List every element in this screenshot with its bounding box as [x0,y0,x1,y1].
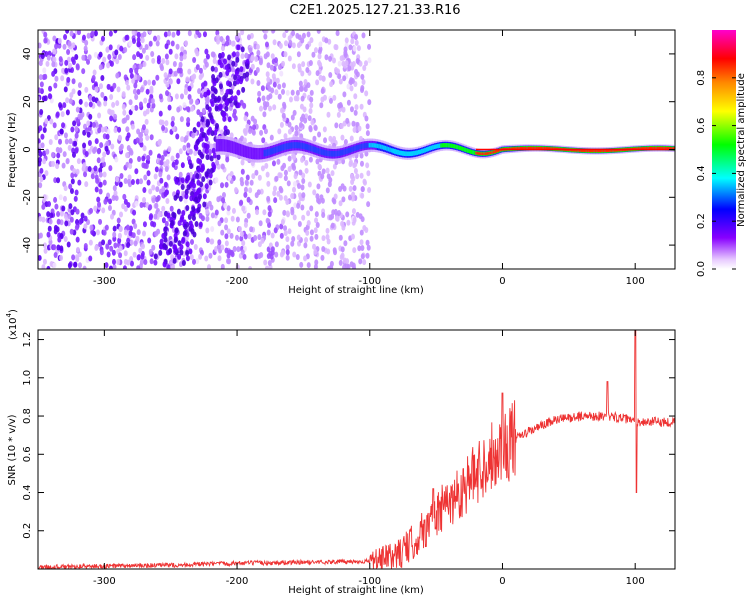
spectrogram-y-tick-label: 0 [22,146,33,152]
spectrogram-x-axis-label: Height of straight line (km) [288,285,424,296]
colorbar-tick-label: 0.8 [696,70,707,86]
snr-frame [37,329,676,570]
snr-y-axis-label: SNR (10 * v/v) [7,414,18,485]
spectrogram-x-tick-label: -300 [93,276,116,287]
svg-text:(x104): (x104) [5,309,19,340]
snr-y-tick-label: 0.2 [22,523,33,539]
colorbar-ticks: 0.0 0.2 0.4 0.6 0.8 [696,70,736,277]
spectrogram-y-tick-label: 20 [22,95,33,108]
snr-y-tick-label: 0.8 [22,408,33,424]
snr-x-axis-label: Height of straight line (km) [288,585,424,596]
spectrogram-y-ticks: -40 -20 0 20 40 [22,48,675,253]
snr-y-scale-base: (x10 [8,317,19,340]
snr-y-scale-close: ) [8,309,19,313]
colorbar-tick-label: 0.2 [696,213,707,229]
spectrogram-x-ticks: -300 -200 -100 0 100 [93,30,645,287]
snr-y-scale-exp: 4 [5,312,13,317]
snr-x-tick-label: 0 [499,576,505,587]
spectrogram-x-tick-label: -200 [226,276,249,287]
snr-x-ticks: -300 -200 -100 0 100 [93,330,645,587]
snr-y-tick-label: 1.0 [22,370,33,386]
snr-x-tick-label: 100 [626,576,645,587]
spectrogram-y-tick-label: -20 [22,189,33,205]
spectrogram-x-tick-label: -100 [358,276,381,287]
spectrogram-y-axis-label: Frequency (Hz) [7,112,18,188]
snr-plot-area [38,330,675,569]
snr-x-tick-label: -100 [358,576,381,587]
spectrogram-y-tick-label: 40 [22,48,33,61]
colorbar-gradient [712,30,736,269]
colorbar-tick-label: 0.4 [696,165,707,181]
colorbar-tick-label: 0.6 [696,118,707,134]
colorbar-label: Normalized spectral amplitude [736,73,747,227]
snr-y-tick-label: 0.4 [22,485,33,501]
spectrogram-plot-area [38,30,675,269]
snr-x-tick-label: -300 [93,576,116,587]
snr-y-ticks: 0.2 0.4 0.6 0.8 1.0 1.2 [22,332,675,539]
figure-title: C2E1.2025.127.21.33.R16 [289,3,460,18]
snr-panel: -300 -200 -100 0 100 0.2 0.4 0.6 0.8 1.0 1.2 Heig… [5,309,676,596]
snr-x-tick-label: -200 [226,576,249,587]
spectrogram-y-tick-label: -40 [22,237,33,253]
colorbar-tick-label: 0.0 [696,261,707,277]
snr-y-tick-label: 0.6 [22,446,33,462]
snr-series-line [38,330,675,569]
snr-y-tick-label: 1.2 [22,332,33,348]
spectrogram-x-tick-label: 100 [626,276,645,287]
snr-y-scale-label: (x104) [5,309,19,340]
spectrogram-x-tick-label: 0 [499,276,505,287]
colorbar: 0.0 0.2 0.4 0.6 0.8 Normalized spectral ampl… [696,30,747,277]
